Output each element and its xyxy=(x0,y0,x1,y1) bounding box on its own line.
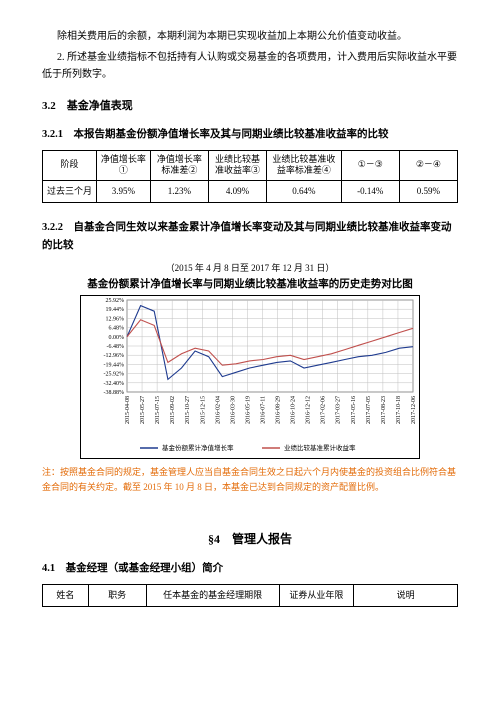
svg-text:2017-02-06: 2017-02-06 xyxy=(321,396,327,424)
section-3-2-1-heading: 3.2.1 本报告期基金份额净值增长率及其与同期业绩比较基准收益率的比较 xyxy=(42,126,458,144)
col-desc: 说明 xyxy=(354,584,458,606)
svg-text:2016-10-24: 2016-10-24 xyxy=(291,396,297,424)
svg-text:2016-08-29: 2016-08-29 xyxy=(276,396,282,424)
intro-paragraph-1: 除相关费用后的余额，本期利润为本期已实现收益加上本期公允价值变动收益。 xyxy=(42,28,458,45)
svg-text:25.92%: 25.92% xyxy=(106,298,125,304)
svg-text:-25.92%: -25.92% xyxy=(104,371,125,377)
col-diff13: ①－③ xyxy=(341,150,399,180)
svg-text:19.44%: 19.44% xyxy=(106,307,125,313)
section-3-2-heading: 3.2 基金净值表现 xyxy=(42,97,458,116)
svg-text:12.96%: 12.96% xyxy=(106,316,125,322)
manager-table: 姓名 职务 任本基金的基金经理期限 证券从业年限 说明 xyxy=(42,584,458,607)
chart-svg: 25.92% 19.44% 12.96% 6.48% 0.00% -6.48% -12.96… xyxy=(81,296,419,458)
svg-text:2017-12-06: 2017-12-06 xyxy=(411,396,417,424)
col-tenure: 任本基金的基金经理期限 xyxy=(146,584,279,606)
svg-text:2017-08-23: 2017-08-23 xyxy=(381,396,387,424)
svg-text:2017-10-18: 2017-10-18 xyxy=(396,396,402,424)
svg-text:2016-05-19: 2016-05-19 xyxy=(245,396,251,424)
chart-container: （2015 年 4 月 8 日至 2017 年 12 月 31 日） 基金份额累… xyxy=(42,261,458,459)
col-title: 职务 xyxy=(88,584,146,606)
svg-text:-32.40%: -32.40% xyxy=(104,381,125,387)
section-3-2-2-heading: 3.2.2 自基金合同生效以来基金累计净值增长率变动及其与同期业绩比较基准收益率… xyxy=(42,219,458,255)
svg-text:-38.88%: -38.88% xyxy=(104,390,125,396)
cell-navgrow: 3.95% xyxy=(96,180,150,202)
svg-text:-6.48%: -6.48% xyxy=(107,344,125,350)
svg-text:2015-10-27: 2015-10-27 xyxy=(185,396,191,424)
section-4-heading: §4 管理人报告 xyxy=(42,529,458,549)
table-header-row: 阶段 净值增长率① 净值增长率标准差② 业绩比较基准收益率③ 业绩比较基准收益率… xyxy=(43,150,458,180)
svg-text:0.00%: 0.00% xyxy=(109,335,125,341)
cell-stage: 过去三个月 xyxy=(43,180,97,202)
table-header-row: 姓名 职务 任本基金的基金经理期限 证券从业年限 说明 xyxy=(43,584,458,606)
svg-text:-12.96%: -12.96% xyxy=(104,353,125,359)
cell-navstd: 1.23% xyxy=(150,180,208,202)
svg-text:2015-09-02: 2015-09-02 xyxy=(170,396,176,424)
chart-date-range: （2015 年 4 月 8 日至 2017 年 12 月 31 日） xyxy=(42,261,458,276)
svg-text:2016-02-04: 2016-02-04 xyxy=(215,396,221,424)
svg-text:-19.44%: -19.44% xyxy=(104,362,125,368)
svg-text:2017-05-16: 2017-05-16 xyxy=(351,396,357,424)
col-navgrow: 净值增长率① xyxy=(96,150,150,180)
chart-footnote: 注：按照基金合同的规定，基金管理人应当自基金合同生效之日起六个月内使基金的投资组… xyxy=(42,465,458,496)
svg-text:2015-12-15: 2015-12-15 xyxy=(200,396,206,424)
svg-text:2016-03-30: 2016-03-30 xyxy=(230,396,236,424)
chart-box: 25.92% 19.44% 12.96% 6.48% 0.00% -6.48% -12.96… xyxy=(80,295,420,459)
table-row: 过去三个月 3.95% 1.23% 4.09% 0.64% -0.14% 0.5… xyxy=(43,180,458,202)
col-navstd: 净值增长率标准差② xyxy=(150,150,208,180)
section-4-1-heading: 4.1 基金经理（或基金经理小组）简介 xyxy=(42,560,458,578)
col-diff24: ②－④ xyxy=(399,150,457,180)
cell-bench: 4.09% xyxy=(208,180,266,202)
svg-text:2017-07-05: 2017-07-05 xyxy=(366,396,372,424)
svg-text:2015-05-27: 2015-05-27 xyxy=(140,396,146,424)
svg-text:2016-12-12: 2016-12-12 xyxy=(306,396,312,424)
svg-text:6.48%: 6.48% xyxy=(109,325,125,331)
svg-text:基金份额累计净值增长率: 基金份额累计净值增长率 xyxy=(162,443,234,452)
col-years: 证券从业年限 xyxy=(279,584,354,606)
svg-text:2016-07-11: 2016-07-11 xyxy=(260,396,266,424)
svg-text:业绩比较基准累计收益率: 业绩比较基准累计收益率 xyxy=(284,443,356,452)
svg-text:2017-03-27: 2017-03-27 xyxy=(336,396,342,424)
svg-text:2015-04-08: 2015-04-08 xyxy=(125,396,131,424)
col-bench: 业绩比较基准收益率③ xyxy=(208,150,266,180)
cell-diff13: -0.14% xyxy=(341,180,399,202)
col-name: 姓名 xyxy=(43,584,89,606)
nav-performance-table: 阶段 净值增长率① 净值增长率标准差② 业绩比较基准收益率③ 业绩比较基准收益率… xyxy=(42,150,458,204)
chart-title: 基金份额累计净值增长率与同期业绩比较基准收益率的历史走势对比图 xyxy=(42,278,458,293)
col-stage: 阶段 xyxy=(43,150,97,180)
intro-paragraph-2: 2. 所述基金业绩指标不包括持有人认购或交易基金的各项费用，计入费用后实际收益水… xyxy=(42,49,458,83)
cell-diff24: 0.59% xyxy=(399,180,457,202)
svg-text:2015-07-15: 2015-07-15 xyxy=(155,396,161,424)
col-benchstd: 业绩比较基准收益率标准差④ xyxy=(267,150,342,180)
cell-benchstd: 0.64% xyxy=(267,180,342,202)
